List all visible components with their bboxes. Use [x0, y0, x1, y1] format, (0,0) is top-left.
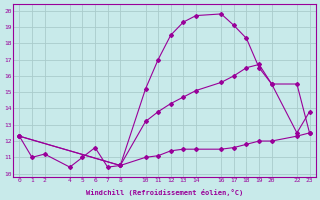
X-axis label: Windchill (Refroidissement éolien,°C): Windchill (Refroidissement éolien,°C) [86, 189, 243, 196]
